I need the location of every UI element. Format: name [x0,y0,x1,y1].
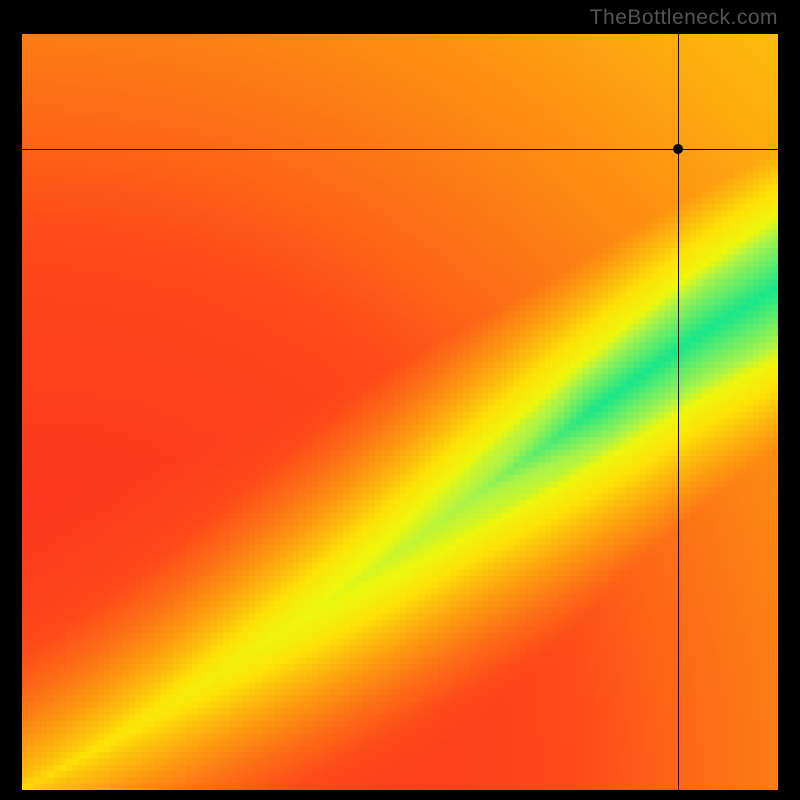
crosshair-horizontal [22,149,778,150]
crosshair-marker [673,144,683,154]
heatmap-plot-area [22,34,778,790]
heatmap-canvas [22,34,778,790]
watermark-text: TheBottleneck.com [590,6,778,30]
